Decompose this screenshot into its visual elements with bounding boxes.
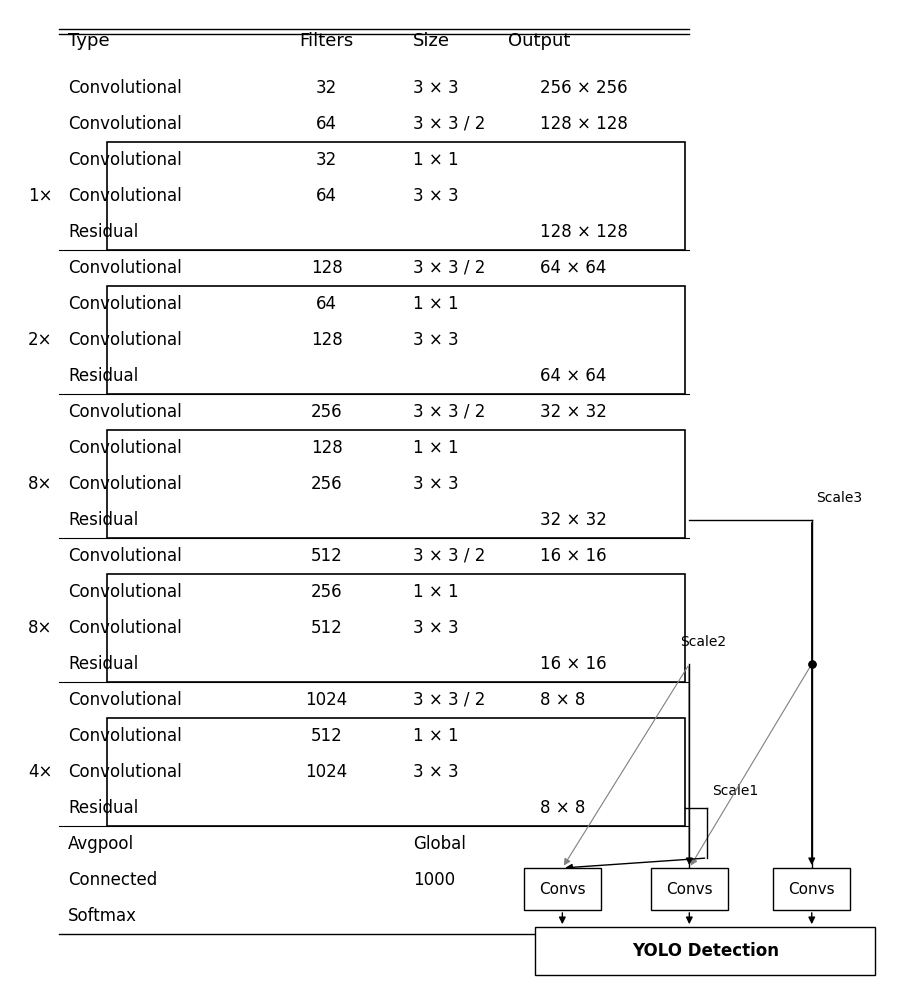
Bar [524,868,601,910]
Text: Filters: Filters [299,32,354,50]
Text: 8 × 8: 8 × 8 [540,691,585,709]
Text: 512: 512 [310,619,343,637]
Text: 3 × 3 / 2: 3 × 3 / 2 [413,691,485,709]
Text: Convolutional: Convolutional [68,547,181,565]
Text: 256: 256 [311,583,342,601]
Text: 32: 32 [316,151,337,169]
Text: 128 × 128: 128 × 128 [540,223,628,241]
Text: Convolutional: Convolutional [68,691,181,709]
Text: 128: 128 [310,439,343,457]
Text: 2×: 2× [28,331,53,349]
Text: 128: 128 [310,331,343,349]
Text: 1 × 1: 1 × 1 [413,583,458,601]
Bar [107,430,685,538]
Text: Softmax: Softmax [68,907,137,925]
Text: Scale3: Scale3 [816,491,863,505]
Text: Convs: Convs [539,882,586,896]
Text: Convolutional: Convolutional [68,475,181,493]
Text: Convolutional: Convolutional [68,115,181,133]
Text: 8×: 8× [28,475,53,493]
Bar [107,286,685,394]
Text: 512: 512 [310,547,343,565]
Text: 16 × 16: 16 × 16 [540,655,606,673]
Text: 3 × 3 / 2: 3 × 3 / 2 [413,115,485,133]
Text: Convolutional: Convolutional [68,403,181,421]
Text: Connected: Connected [68,871,157,889]
Text: 3 × 3 / 2: 3 × 3 / 2 [413,403,485,421]
Text: 3 × 3 / 2: 3 × 3 / 2 [413,547,485,565]
Text: 1 × 1: 1 × 1 [413,151,458,169]
Bar [774,868,851,910]
Text: Convolutional: Convolutional [68,619,181,637]
Text: 3 × 3: 3 × 3 [413,475,458,493]
Text: 256: 256 [311,475,342,493]
Text: 16 × 16: 16 × 16 [540,547,606,565]
Text: 1000: 1000 [413,871,454,889]
Text: 1 × 1: 1 × 1 [413,439,458,457]
Text: 256: 256 [311,403,342,421]
Text: Convolutional: Convolutional [68,151,181,169]
Text: Convolutional: Convolutional [68,295,181,313]
Text: 64: 64 [316,295,337,313]
Text: Convs: Convs [666,882,713,896]
Bar [107,142,685,250]
Text: 1 × 1: 1 × 1 [413,295,458,313]
Text: 3 × 3: 3 × 3 [413,79,458,97]
Text: 3 × 3: 3 × 3 [413,763,458,781]
Text: 3 × 3: 3 × 3 [413,331,458,349]
Text: Convolutional: Convolutional [68,583,181,601]
Text: 32: 32 [316,79,337,97]
Text: Residual: Residual [68,799,138,817]
Text: Convs: Convs [788,882,835,896]
Text: 8×: 8× [28,619,53,637]
Text: 32 × 32: 32 × 32 [540,403,607,421]
Text: Residual: Residual [68,655,138,673]
Text: Residual: Residual [68,511,138,529]
Text: 512: 512 [310,727,343,745]
Text: Residual: Residual [68,223,138,241]
Text: Convolutional: Convolutional [68,79,181,97]
Text: Type: Type [68,32,110,50]
Text: Convolutional: Convolutional [68,763,181,781]
Text: 128: 128 [310,259,343,277]
Bar [107,574,685,682]
Text: Convolutional: Convolutional [68,187,181,205]
Text: Avgpool: Avgpool [68,835,134,853]
Text: 256 × 256: 256 × 256 [540,79,628,97]
Text: 64: 64 [316,115,337,133]
Text: 32 × 32: 32 × 32 [540,511,607,529]
Text: 4×: 4× [28,763,53,781]
Text: Scale2: Scale2 [680,635,727,649]
Text: 1×: 1× [28,187,53,205]
Text: 8 × 8: 8 × 8 [540,799,585,817]
Text: Global: Global [413,835,465,853]
Text: Convolutional: Convolutional [68,259,181,277]
Text: Convolutional: Convolutional [68,439,181,457]
Text: 1024: 1024 [306,763,347,781]
Text: 64: 64 [316,187,337,205]
Text: Size: Size [413,32,450,50]
Text: 3 × 3: 3 × 3 [413,619,458,637]
Text: Convolutional: Convolutional [68,331,181,349]
Text: 3 × 3: 3 × 3 [413,187,458,205]
Text: Scale1: Scale1 [712,784,758,798]
Text: 1024: 1024 [306,691,347,709]
Text: YOLO Detection: YOLO Detection [631,942,779,960]
Text: 1 × 1: 1 × 1 [413,727,458,745]
Text: 64 × 64: 64 × 64 [540,259,606,277]
Text: Residual: Residual [68,367,138,385]
Bar [107,718,685,826]
Text: Output: Output [509,32,571,50]
Text: 64 × 64: 64 × 64 [540,367,606,385]
Text: 3 × 3 / 2: 3 × 3 / 2 [413,259,485,277]
Text: 128 × 128: 128 × 128 [540,115,628,133]
Text: Convolutional: Convolutional [68,727,181,745]
Bar [535,927,875,975]
Bar [651,868,728,910]
